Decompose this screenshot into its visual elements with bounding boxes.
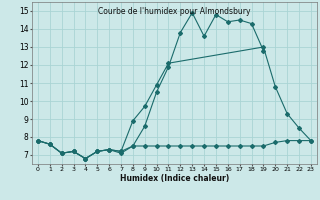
X-axis label: Humidex (Indice chaleur): Humidex (Indice chaleur)	[120, 174, 229, 183]
Text: Courbe de l'humidex pour Almondsbury: Courbe de l'humidex pour Almondsbury	[98, 7, 251, 16]
